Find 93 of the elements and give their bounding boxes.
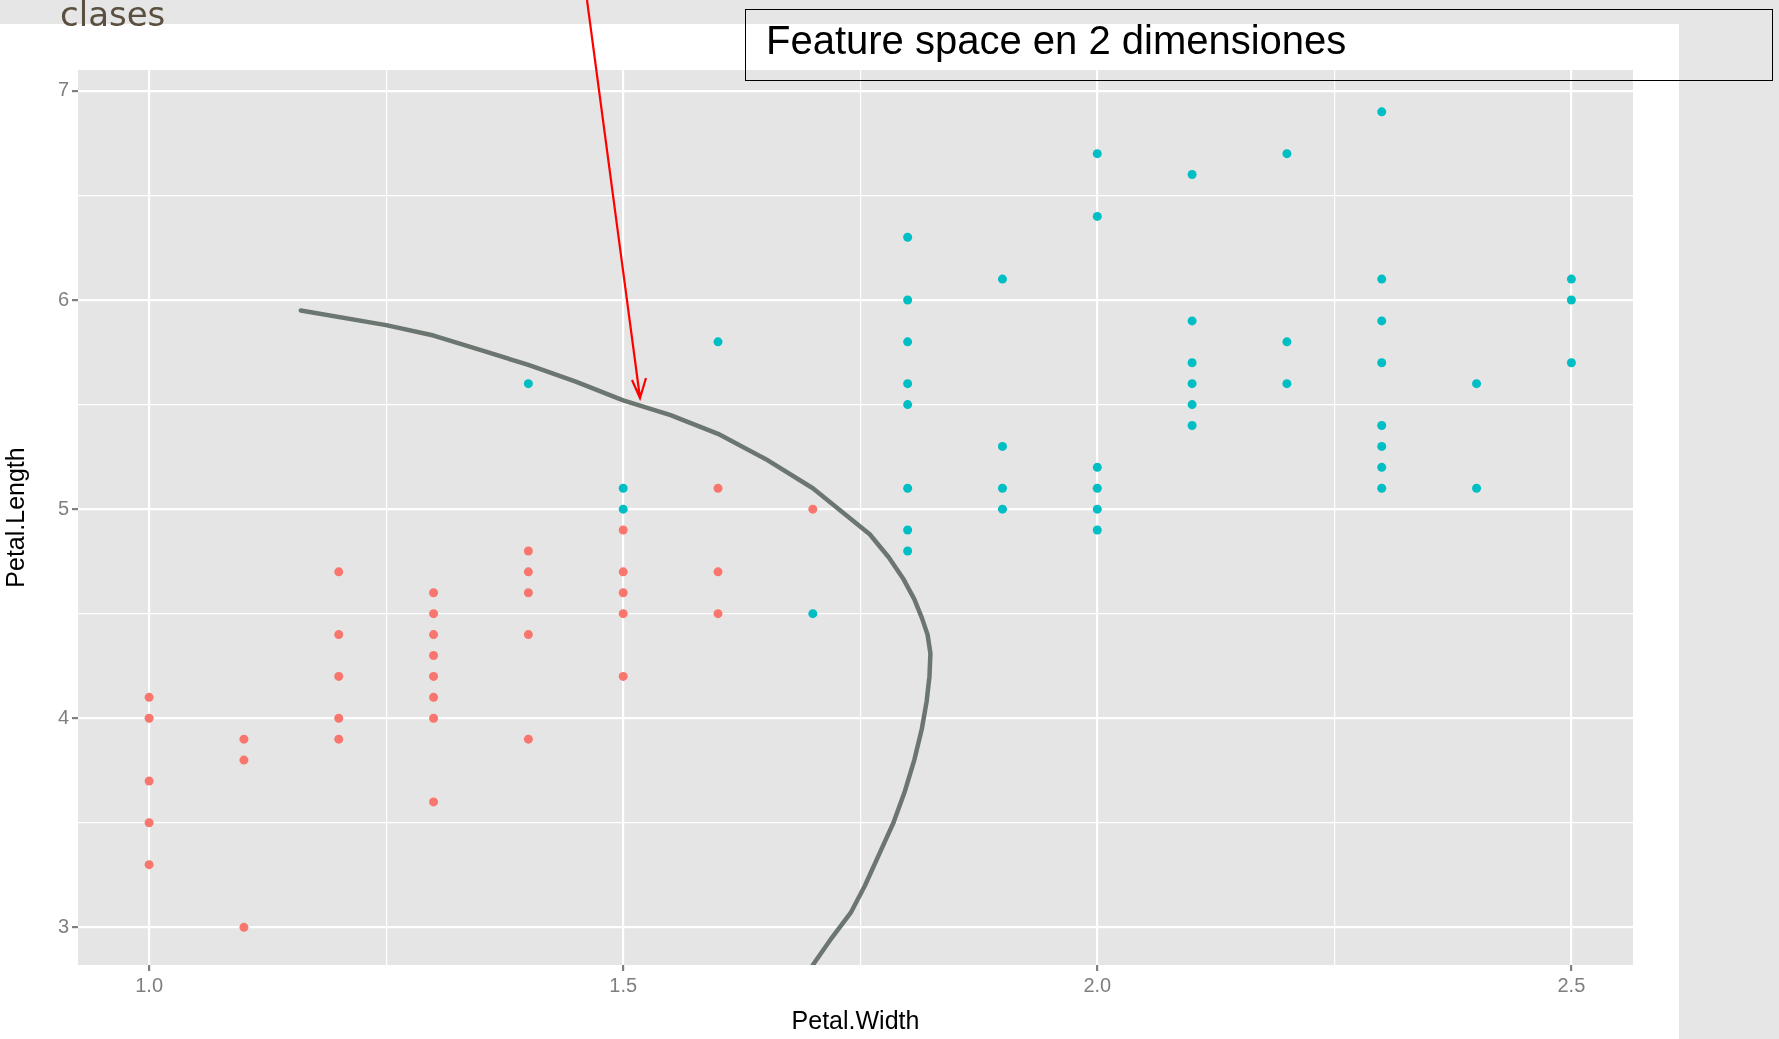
point — [713, 567, 723, 577]
point — [1566, 295, 1576, 305]
point — [523, 734, 533, 744]
point — [1187, 358, 1197, 368]
point — [1377, 441, 1387, 451]
point — [808, 609, 818, 619]
point — [1472, 379, 1482, 389]
point — [429, 692, 439, 702]
point — [1092, 149, 1102, 159]
point — [1377, 107, 1387, 117]
point — [429, 797, 439, 807]
point — [334, 567, 344, 577]
point — [618, 609, 628, 619]
point — [1092, 504, 1102, 514]
x-tick-label: 2.0 — [1083, 973, 1112, 996]
point — [429, 630, 439, 640]
point — [1187, 379, 1197, 389]
y-tick-label: 6 — [57, 287, 69, 310]
point — [1566, 274, 1576, 284]
point — [239, 922, 249, 932]
y-tick-label: 5 — [57, 496, 69, 519]
point — [1377, 316, 1387, 326]
point — [903, 379, 913, 389]
point — [1092, 211, 1102, 221]
y-tick-label: 7 — [57, 78, 69, 101]
point — [429, 609, 439, 619]
point — [618, 588, 628, 598]
point — [1282, 149, 1292, 159]
point — [523, 567, 533, 577]
y-tick-label: 4 — [57, 705, 69, 728]
point — [144, 776, 154, 786]
point — [429, 651, 439, 661]
point — [1377, 274, 1387, 284]
point — [429, 671, 439, 681]
point — [523, 630, 533, 640]
point — [618, 504, 628, 514]
point — [1282, 379, 1292, 389]
point — [523, 546, 533, 556]
point — [1092, 525, 1102, 535]
point — [1282, 337, 1292, 347]
point — [429, 713, 439, 723]
point — [144, 860, 154, 870]
point — [1377, 462, 1387, 472]
point — [239, 755, 249, 765]
point — [713, 337, 723, 347]
point — [334, 713, 344, 723]
point — [144, 692, 154, 702]
point — [239, 734, 249, 744]
chart-title: Feature space en 2 dimensiones — [745, 9, 1773, 81]
point — [1566, 358, 1576, 368]
point — [523, 588, 533, 598]
point — [144, 818, 154, 828]
point — [334, 734, 344, 744]
point — [1187, 400, 1197, 410]
point — [903, 295, 913, 305]
point — [1187, 316, 1197, 326]
point — [334, 630, 344, 640]
point — [1092, 462, 1102, 472]
point — [903, 400, 913, 410]
point — [334, 671, 344, 681]
point — [429, 588, 439, 598]
x-tick-label: 1.0 — [135, 973, 164, 996]
point — [997, 483, 1007, 493]
point — [144, 713, 154, 723]
point — [903, 525, 913, 535]
x-axis-title: Petal.Width — [791, 1005, 920, 1034]
point — [618, 525, 628, 535]
point — [903, 546, 913, 556]
point — [1377, 358, 1387, 368]
point — [903, 337, 913, 347]
x-tick-label: 1.5 — [609, 973, 638, 996]
point — [1472, 483, 1482, 493]
point — [1187, 170, 1197, 180]
point — [618, 483, 628, 493]
text: clases — [60, 0, 166, 34]
point — [713, 609, 723, 619]
point — [523, 379, 533, 389]
point — [808, 504, 818, 514]
point — [1377, 420, 1387, 430]
point — [997, 441, 1007, 451]
point — [713, 483, 723, 493]
point — [1187, 420, 1197, 430]
point — [1377, 483, 1387, 493]
y-tick-label: 3 — [57, 914, 69, 937]
point — [1092, 483, 1102, 493]
point — [618, 671, 628, 681]
x-tick-label: 2.5 — [1557, 973, 1586, 996]
point — [618, 567, 628, 577]
y-axis-title: Petal.Length — [0, 447, 29, 588]
point — [997, 274, 1007, 284]
point — [997, 504, 1007, 514]
point — [903, 232, 913, 242]
point — [903, 483, 913, 493]
